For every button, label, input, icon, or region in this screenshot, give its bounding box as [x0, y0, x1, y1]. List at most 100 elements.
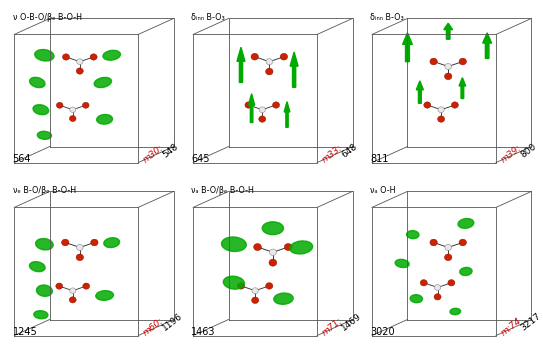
Circle shape [70, 288, 76, 294]
Circle shape [269, 249, 276, 255]
Text: 3020: 3020 [370, 327, 395, 337]
Circle shape [285, 244, 292, 251]
Circle shape [90, 54, 97, 60]
Circle shape [451, 102, 458, 108]
Circle shape [266, 68, 273, 75]
Ellipse shape [460, 268, 472, 276]
Circle shape [445, 244, 452, 251]
FancyArrow shape [284, 102, 290, 127]
Text: 811: 811 [370, 154, 389, 164]
Text: δᵢₙₙ B-O₃: δᵢₙₙ B-O₃ [370, 13, 404, 22]
Circle shape [420, 280, 427, 286]
Text: 3217: 3217 [519, 311, 542, 332]
FancyArrow shape [444, 23, 453, 39]
Circle shape [245, 102, 252, 108]
Text: 1469: 1469 [340, 311, 363, 332]
Ellipse shape [410, 295, 422, 303]
Ellipse shape [37, 131, 52, 139]
Ellipse shape [36, 285, 52, 296]
Circle shape [252, 288, 258, 294]
Text: νₐ B-O/βₑ B-O-H: νₐ B-O/βₑ B-O-H [191, 186, 254, 195]
Ellipse shape [103, 50, 121, 60]
Text: νₑ B-O/βₑ B-O-H: νₑ B-O/βₑ B-O-H [12, 186, 75, 195]
Circle shape [448, 280, 455, 286]
Text: 648: 648 [340, 142, 359, 159]
Circle shape [62, 54, 70, 60]
Circle shape [273, 102, 280, 108]
Ellipse shape [458, 219, 474, 228]
Circle shape [259, 107, 266, 112]
Circle shape [269, 259, 277, 266]
FancyArrow shape [416, 81, 424, 103]
Ellipse shape [407, 231, 419, 239]
Circle shape [70, 107, 75, 112]
Circle shape [438, 116, 445, 122]
Circle shape [251, 53, 258, 60]
Circle shape [266, 283, 273, 289]
Circle shape [77, 244, 83, 251]
Ellipse shape [223, 276, 244, 289]
Text: 1245: 1245 [12, 327, 37, 337]
FancyArrow shape [459, 78, 466, 99]
Circle shape [70, 116, 76, 121]
Circle shape [434, 285, 441, 290]
Circle shape [251, 297, 258, 304]
Ellipse shape [222, 237, 247, 252]
Circle shape [445, 73, 452, 80]
Circle shape [430, 58, 437, 65]
Circle shape [459, 58, 466, 65]
Text: 548: 548 [161, 142, 180, 159]
Ellipse shape [395, 259, 409, 268]
Ellipse shape [274, 293, 293, 304]
FancyArrow shape [237, 47, 245, 83]
FancyArrow shape [290, 52, 298, 87]
Text: 564: 564 [12, 154, 31, 164]
Ellipse shape [30, 77, 45, 88]
Ellipse shape [104, 238, 119, 247]
FancyArrow shape [249, 94, 255, 122]
Circle shape [430, 239, 437, 246]
Circle shape [77, 59, 83, 65]
Text: m30:: m30: [142, 143, 166, 164]
Circle shape [459, 239, 466, 246]
Text: 645: 645 [191, 154, 210, 164]
Text: 1196: 1196 [161, 311, 185, 332]
Ellipse shape [29, 262, 45, 272]
Circle shape [438, 107, 444, 112]
Ellipse shape [34, 311, 48, 319]
Circle shape [56, 283, 62, 289]
Circle shape [70, 297, 76, 303]
Text: m:74: m:74 [500, 316, 523, 337]
Text: m71:: m71: [320, 316, 344, 337]
FancyArrow shape [402, 33, 412, 62]
Circle shape [56, 102, 63, 108]
Circle shape [254, 244, 261, 251]
Circle shape [445, 64, 452, 69]
Circle shape [83, 283, 90, 289]
Circle shape [61, 239, 69, 246]
Text: m39:: m39: [500, 143, 523, 164]
Circle shape [280, 53, 288, 60]
Circle shape [434, 294, 441, 300]
Ellipse shape [97, 115, 112, 124]
Ellipse shape [450, 308, 460, 315]
Circle shape [76, 254, 84, 261]
Ellipse shape [33, 105, 49, 115]
Circle shape [91, 239, 98, 246]
Circle shape [424, 102, 431, 108]
Circle shape [258, 116, 266, 122]
Circle shape [445, 254, 452, 261]
Ellipse shape [96, 291, 113, 300]
Circle shape [266, 59, 273, 65]
Ellipse shape [94, 77, 111, 87]
Text: νₐ O-H: νₐ O-H [370, 186, 396, 195]
Circle shape [237, 283, 244, 289]
Ellipse shape [35, 50, 54, 61]
Circle shape [83, 102, 89, 108]
Ellipse shape [290, 241, 313, 254]
Text: ν O-B-O/βₑ B-O-H: ν O-B-O/βₑ B-O-H [12, 13, 81, 22]
Text: 800: 800 [519, 142, 538, 159]
Ellipse shape [36, 238, 53, 250]
Ellipse shape [262, 222, 283, 235]
Text: 1463: 1463 [191, 327, 216, 337]
